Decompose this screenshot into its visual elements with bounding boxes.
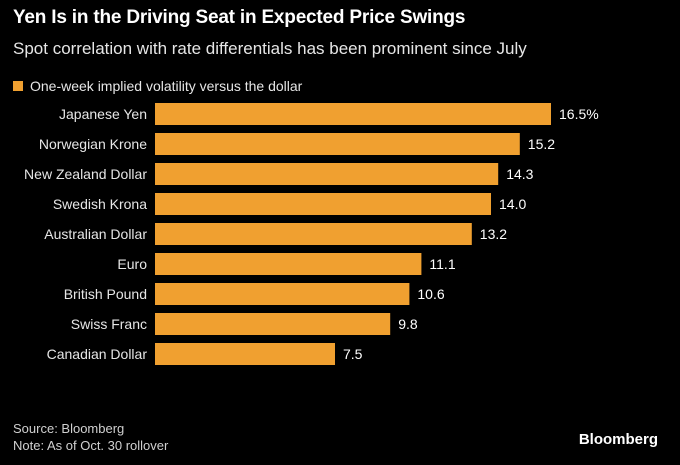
category-label: Euro xyxy=(117,256,147,272)
bar xyxy=(155,283,410,305)
legend: One-week implied volatility versus the d… xyxy=(13,78,302,94)
bar xyxy=(155,253,422,275)
bar xyxy=(155,223,472,245)
bloomberg-logo: Bloomberg xyxy=(578,431,658,448)
category-label: British Pound xyxy=(64,286,147,302)
bar xyxy=(155,133,520,155)
value-label: 13.2 xyxy=(480,226,507,242)
category-label: Norwegian Krone xyxy=(39,136,147,152)
value-label: 10.6 xyxy=(417,286,444,302)
chart-title: Yen Is in the Driving Seat in Expected P… xyxy=(13,7,466,28)
value-label: 7.5 xyxy=(343,346,363,362)
value-label: 16.5% xyxy=(559,106,599,122)
footnote: Note: As of Oct. 30 rollover xyxy=(13,438,169,453)
bar xyxy=(155,193,491,215)
bar xyxy=(155,313,391,335)
category-label: Japanese Yen xyxy=(59,106,147,122)
chart-subtitle: Spot correlation with rate differentials… xyxy=(13,39,527,58)
category-label: New Zealand Dollar xyxy=(24,166,147,182)
bar xyxy=(155,343,335,365)
value-label: 14.3 xyxy=(506,166,533,182)
category-label: Swedish Krona xyxy=(53,196,147,212)
value-label: 15.2 xyxy=(528,136,555,152)
category-label: Canadian Dollar xyxy=(47,346,148,362)
value-label: 14.0 xyxy=(499,196,526,212)
value-label: 9.8 xyxy=(398,316,418,332)
legend-label: One-week implied volatility versus the d… xyxy=(30,78,303,94)
bar xyxy=(155,163,499,185)
footer: Source: Bloomberg Note: As of Oct. 30 ro… xyxy=(13,420,168,454)
category-label: Australian Dollar xyxy=(44,226,147,242)
value-label: 11.1 xyxy=(429,256,455,272)
category-label: Swiss Franc xyxy=(71,316,147,332)
bar xyxy=(155,103,551,125)
source-note: Source: Bloomberg xyxy=(13,421,125,436)
bar-chart: Japanese Yen 16.5% Norwegian Krone 15.2 New … xyxy=(24,103,599,365)
legend-swatch xyxy=(13,81,23,91)
